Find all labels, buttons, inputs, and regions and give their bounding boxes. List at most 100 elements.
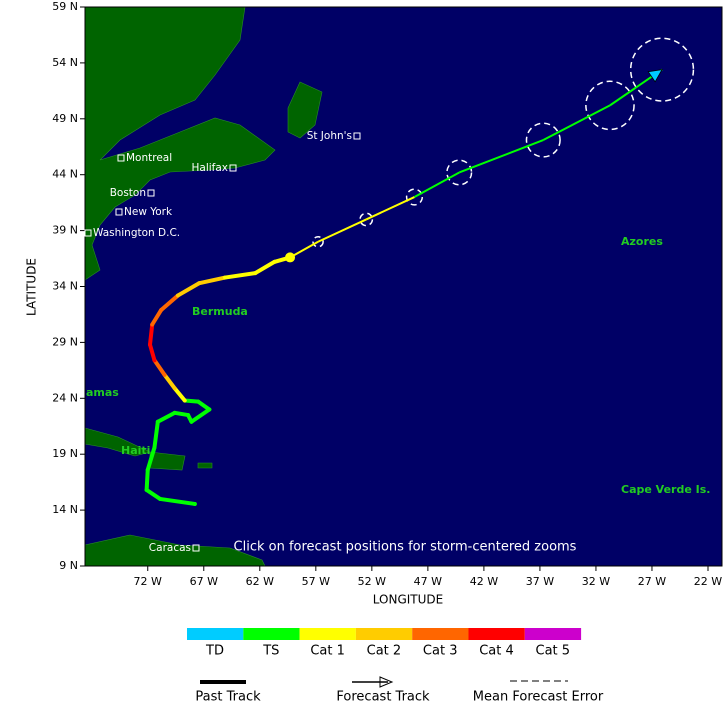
x-tick-label: 52 W [358, 575, 386, 588]
x-tick-label: 57 W [302, 575, 330, 588]
mean-forecast-error [405, 188, 424, 206]
y-tick-label: 9 N [59, 559, 78, 572]
forecast-segment [365, 196, 415, 221]
city-label: Washington D.C. [93, 227, 180, 239]
newfoundland [287, 81, 323, 139]
forecast-segment [289, 240, 319, 259]
forecast-segment [317, 218, 367, 243]
city-label: Caracas [149, 542, 191, 554]
place-label: Haiti [121, 444, 150, 457]
legend-line-label: Past Track [195, 690, 261, 705]
legend-swatch [524, 628, 582, 640]
place-label: Bermuda [192, 305, 248, 318]
forecast-arrowhead [647, 69, 663, 83]
y-tick-label: 14 N [52, 503, 78, 516]
past-track-segment [144, 467, 150, 492]
legend-line-label: Forecast Track [336, 690, 430, 705]
x-tick-label: 22 W [694, 575, 722, 588]
y-tick-label: 44 N [52, 168, 78, 181]
legend-label: TD [205, 644, 224, 659]
axes: 72 W 67 W 62 W 57 W 52 W 47 W 42 W 37 W 32 W 27 W… [52, 0, 723, 588]
note: Click on forecast positions for storm-ce… [234, 540, 577, 555]
legend-label: Cat 2 [367, 644, 402, 659]
past-track-segment [147, 322, 155, 347]
mean-forecast-error [312, 235, 324, 248]
past-track-segment [182, 398, 201, 404]
past-track-segment [197, 275, 228, 286]
x-tick-label: 37 W [526, 575, 554, 588]
past-track-segment [162, 372, 177, 391]
past-track-segment [152, 419, 160, 450]
city-marker [147, 189, 155, 197]
city-marker [353, 132, 361, 140]
legend-label: TS [262, 644, 279, 659]
city-label: New York [124, 206, 173, 218]
city-marker [115, 208, 123, 216]
legend-swatch [355, 628, 413, 640]
past-track-segment [147, 342, 157, 363]
legend-swatch [243, 628, 300, 640]
legend-label: Cat 4 [479, 644, 514, 659]
x-tick-label: 62 W [246, 575, 274, 588]
y-tick-label: 54 N [52, 56, 78, 69]
past-track-segment [144, 487, 163, 501]
city-marker [229, 164, 237, 172]
past-track-segment [159, 293, 181, 312]
city-label: St John's [307, 130, 352, 142]
past-track-segment [189, 407, 212, 424]
past-track-segment [158, 496, 197, 506]
legend-swatch [468, 628, 525, 640]
past-track-segment [155, 410, 177, 424]
past-track-segment [150, 307, 164, 327]
x-tick-label: 42 W [470, 575, 498, 588]
y-tick-label: 59 N [52, 0, 78, 13]
land [84, 6, 323, 567]
north-america [84, 6, 276, 281]
city-label: Halifax [191, 162, 228, 174]
forecast-segment [413, 171, 460, 198]
y-axis-title: LATITUDE [25, 258, 39, 316]
legend-label: Cat 3 [423, 644, 458, 659]
legend-label: Cat 1 [310, 644, 345, 659]
x-tick-label: 72 W [134, 575, 162, 588]
past-track-segment [176, 281, 202, 298]
city-label: Montreal [126, 152, 172, 164]
past-track-segment [196, 399, 212, 412]
city-marker [192, 544, 200, 552]
south-america [84, 534, 266, 567]
y-tick-label: 29 N [52, 335, 78, 348]
mean-forecast-error [359, 212, 374, 227]
forecast-arrow [379, 676, 394, 688]
x-tick-label: 32 W [582, 575, 610, 588]
y-tick-label: 34 N [52, 280, 78, 293]
x-tick-label: 67 W [190, 575, 218, 588]
mean-forecast-error [525, 122, 561, 158]
y-tick-label: 24 N [52, 391, 78, 404]
y-tick-label: 39 N [52, 224, 78, 237]
past-track-segment [223, 271, 258, 280]
past-track-segment [172, 386, 187, 403]
mean-forecast-error [446, 159, 473, 186]
past-track-segment [253, 259, 277, 276]
place-label: amas [86, 386, 119, 399]
forecast-segment [542, 104, 611, 141]
mean-forecast-error [629, 37, 695, 102]
past-track-segment [145, 445, 157, 472]
past-track-segment [172, 410, 191, 418]
x-tick-label: 47 W [414, 575, 442, 588]
line-legend [200, 676, 568, 688]
y-tick-label: 19 N [52, 447, 78, 460]
legend-swatch [412, 628, 469, 640]
x-tick-label: 27 W [638, 575, 666, 588]
city-marker [84, 229, 92, 237]
legend-swatch [299, 628, 356, 640]
legend-label: Cat 5 [536, 644, 571, 659]
place-label: Cape Verde Is. [621, 483, 710, 496]
mean-forecast-error [585, 80, 635, 131]
legend-swatch [187, 628, 244, 640]
y-tick-label: 49 N [52, 112, 78, 125]
place-label: Azores [621, 235, 663, 248]
puerto-rico [197, 462, 213, 469]
